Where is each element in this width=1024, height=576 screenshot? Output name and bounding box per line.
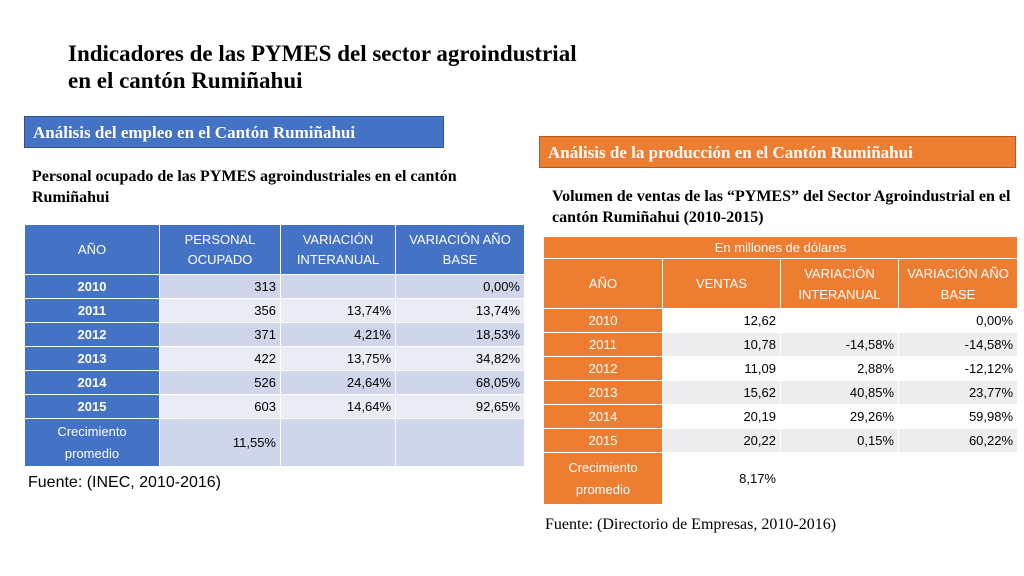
cell-year: 2011 <box>24 298 160 323</box>
table-footer-row: Crecimiento promedio 8,17% <box>543 452 1019 505</box>
cell-annual-variation: 13,74% <box>280 298 396 323</box>
table-row: 2014 526 24,64% 68,05% <box>24 370 525 395</box>
table-row: 2010 313 0,00% <box>24 274 525 299</box>
cell-annual-variation: 2,88% <box>780 356 899 381</box>
page-title-line-2: en el cantón Rumiñahui <box>68 68 303 93</box>
cell-personnel: 371 <box>159 322 281 347</box>
cell-base-variation: 34,82% <box>395 346 525 371</box>
table-row: 2015 20,22 0,15% 60,22% <box>543 428 1019 453</box>
sales-table-caption: Volumen de ventas de las “PYMES” del Sec… <box>552 188 1011 226</box>
cell-year: 2014 <box>24 370 160 395</box>
cell-year: 2010 <box>543 308 663 333</box>
table-row: 2015 603 14,64% 92,65% <box>24 394 525 419</box>
cell-base-variation: -12,12% <box>897 356 1019 381</box>
table-row: 2010 12,62 0,00% <box>543 308 1019 333</box>
cell-personnel: 356 <box>159 298 281 323</box>
cell-personnel: 526 <box>159 370 281 395</box>
cell-year: 2012 <box>24 322 160 347</box>
table-header-row: AÑO VENTAS VARIACIÓN INTERANUAL VARIACIÓ… <box>543 258 1019 309</box>
cell-annual-variation: 0,15% <box>780 428 899 453</box>
cell-sales: 20,19 <box>662 404 781 429</box>
table-header-row: AÑO PERSONAL OCUPADO VARIACIÓN INTERANUA… <box>24 224 525 275</box>
cell-annual-variation <box>280 274 396 299</box>
header-base-variation: VARIACIÓN AÑO BASE <box>897 258 1019 309</box>
table-row: 2012 371 4,21% 18,53% <box>24 322 525 347</box>
employment-source-note: Fuente: (INEC, 2010-2016) <box>28 474 221 491</box>
cell-annual-variation: -14,58% <box>780 332 899 357</box>
header-sales: VENTAS <box>662 258 781 309</box>
cell-annual-variation: 13,75% <box>280 346 396 371</box>
table-row: 2011 10,78 -14,58% -14,58% <box>543 332 1019 357</box>
header-year: AÑO <box>543 258 663 309</box>
cell-base-variation: 0,00% <box>395 274 525 299</box>
header-base-variation: VARIACIÓN AÑO BASE <box>395 224 525 275</box>
cell-year: 2013 <box>543 380 663 405</box>
table-row: 2012 11,09 2,88% -12,12% <box>543 356 1019 381</box>
cell-year: 2012 <box>543 356 663 381</box>
cell-annual-variation: 4,21% <box>280 322 396 347</box>
cell-year: 2015 <box>24 394 160 419</box>
cell-empty <box>280 418 396 467</box>
employment-section-label: Análisis del empleo en el Cantón Rumiñah… <box>24 116 444 148</box>
employment-table: AÑO PERSONAL OCUPADO VARIACIÓN INTERANUA… <box>24 224 525 467</box>
header-personnel: PERSONAL OCUPADO <box>159 224 281 275</box>
sales-source-note: Fuente: (Directorio de Empresas, 2010-20… <box>545 516 837 533</box>
table-row: 2014 20,19 29,26% 59,98% <box>543 404 1019 429</box>
table-row: 2013 15,62 40,85% 23,77% <box>543 380 1019 405</box>
cell-year: 2014 <box>543 404 663 429</box>
cell-annual-variation <box>780 308 899 333</box>
cell-annual-variation: 14,64% <box>280 394 396 419</box>
production-section-label: Análisis de la producción en el Cantón R… <box>539 136 1016 168</box>
table-footer-row: Crecimiento promedio 11,55% <box>24 418 525 467</box>
cell-year: 2010 <box>24 274 160 299</box>
cell-year: 2015 <box>543 428 663 453</box>
sales-table: En millones de dólares AÑO VENTAS VARIAC… <box>542 236 1019 505</box>
cell-empty <box>395 418 525 467</box>
cell-annual-variation: 40,85% <box>780 380 899 405</box>
cell-sales: 12,62 <box>662 308 781 333</box>
cell-average-growth-label: Crecimiento promedio <box>24 418 160 467</box>
cell-base-variation: 92,65% <box>395 394 525 419</box>
cell-personnel: 603 <box>159 394 281 419</box>
cell-year: 2013 <box>24 346 160 371</box>
header-annual-variation: VARIACIÓN INTERANUAL <box>280 224 396 275</box>
cell-sales: 15,62 <box>662 380 781 405</box>
cell-average-growth-value: 8,17% <box>662 452 781 505</box>
cell-year: 2011 <box>543 332 663 357</box>
cell-base-variation: 59,98% <box>897 404 1019 429</box>
cell-annual-variation: 24,64% <box>280 370 396 395</box>
cell-sales: 11,09 <box>662 356 781 381</box>
header-annual-variation: VARIACIÓN INTERANUAL <box>780 258 899 309</box>
cell-annual-variation: 29,26% <box>780 404 899 429</box>
cell-base-variation: -14,58% <box>897 332 1019 357</box>
employment-table-caption: Personal ocupado de las PYMES agroindust… <box>32 168 457 206</box>
cell-average-growth-value: 11,55% <box>159 418 281 467</box>
cell-personnel: 313 <box>159 274 281 299</box>
page-title-line-1: Indicadores de las PYMES del sector agro… <box>68 41 577 66</box>
cell-personnel: 422 <box>159 346 281 371</box>
table-unit-row: En millones de dólares <box>542 236 1019 259</box>
table-row: 2013 422 13,75% 34,82% <box>24 346 525 371</box>
page-title: Indicadores de las PYMES del sector agro… <box>68 40 768 94</box>
cell-base-variation: 23,77% <box>897 380 1019 405</box>
cell-base-variation: 60,22% <box>897 428 1019 453</box>
cell-sales: 20,22 <box>662 428 781 453</box>
cell-empty <box>897 452 1019 505</box>
cell-base-variation: 0,00% <box>897 308 1019 333</box>
header-unit: En millones de dólares <box>542 236 1019 259</box>
cell-sales: 10,78 <box>662 332 781 357</box>
cell-average-growth-label: Crecimiento promedio <box>543 452 663 505</box>
table-row: 2011 356 13,74% 13,74% <box>24 298 525 323</box>
cell-base-variation: 13,74% <box>395 298 525 323</box>
cell-empty <box>780 452 899 505</box>
cell-base-variation: 18,53% <box>395 322 525 347</box>
header-year: AÑO <box>24 224 160 275</box>
cell-base-variation: 68,05% <box>395 370 525 395</box>
